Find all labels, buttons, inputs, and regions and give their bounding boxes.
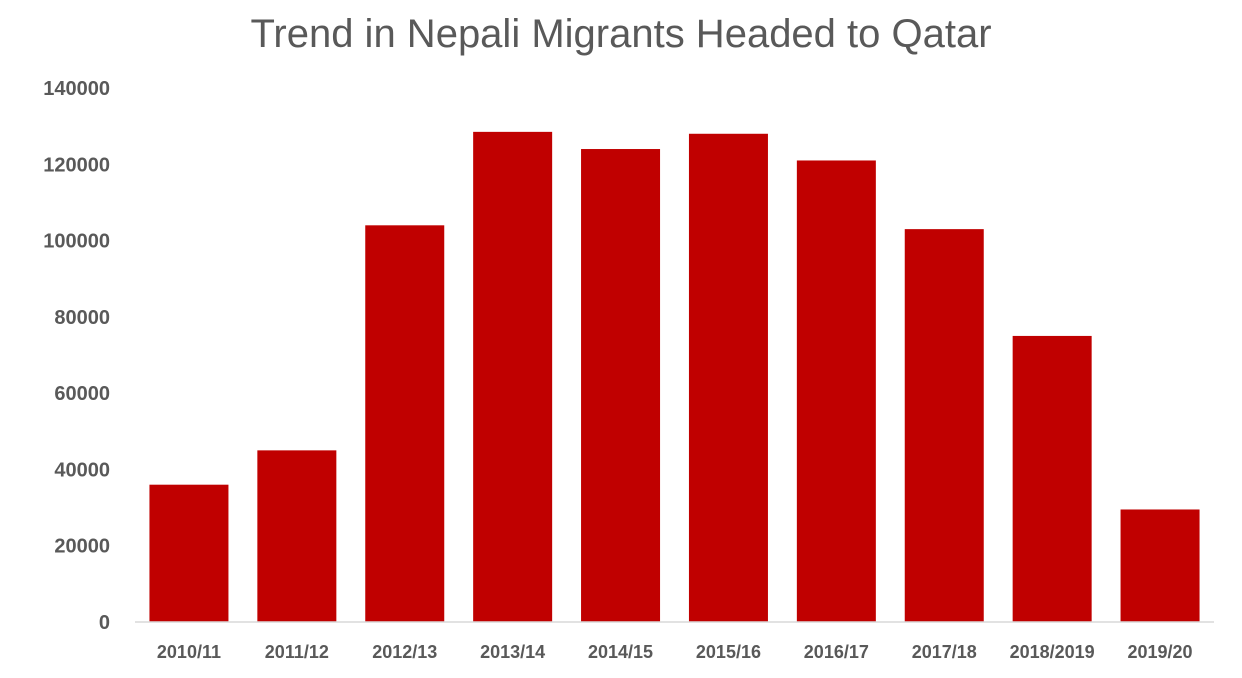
x-tick-label: 2011/12	[265, 642, 329, 662]
bar-2019-20	[1120, 509, 1200, 622]
x-tick-label: 2016/17	[804, 642, 869, 662]
y-tick-label: 20000	[54, 536, 110, 558]
x-tick-label: 2017/18	[912, 642, 977, 662]
y-tick-label: 0	[99, 612, 110, 634]
y-tick-label: 80000	[54, 307, 110, 329]
bar-2011-12	[257, 450, 337, 622]
x-tick-label: 2014/15	[588, 642, 653, 662]
y-tick-label: 100000	[43, 231, 110, 253]
x-axis-ticks: 2010/11 2011/12 2012/13 2013/14 2014/15 2015/…	[157, 642, 1193, 662]
chart-title: Trend in Nepali Migrants Headed to Qatar	[250, 12, 992, 56]
y-tick-label: 60000	[54, 383, 110, 405]
bar-2018-2019	[1012, 335, 1092, 622]
x-tick-label: 2012/13	[372, 642, 437, 662]
y-tick-label: 140000	[43, 78, 110, 100]
bar-2014-15	[581, 149, 661, 622]
y-tick-label: 40000	[54, 459, 110, 481]
y-axis-ticks: 0 20000 40000 60000 80000 100000 120000 140000	[43, 78, 110, 634]
bar-2010-11	[149, 484, 229, 622]
bar-2017-18	[904, 229, 984, 622]
x-tick-label: 2010/11	[157, 642, 221, 662]
bar-2013-14	[473, 131, 553, 623]
x-tick-label: 2015/16	[696, 642, 761, 662]
x-tick-label: 2013/14	[480, 642, 545, 662]
x-tick-label: 2019/20	[1128, 642, 1193, 662]
bar-2015-16	[688, 133, 768, 622]
bar-2012-13	[365, 225, 445, 622]
y-tick-label: 120000	[43, 154, 110, 176]
x-tick-label: 2018/2019	[1010, 642, 1095, 662]
bar-2016-17	[796, 160, 876, 622]
bars-group	[149, 131, 1200, 623]
